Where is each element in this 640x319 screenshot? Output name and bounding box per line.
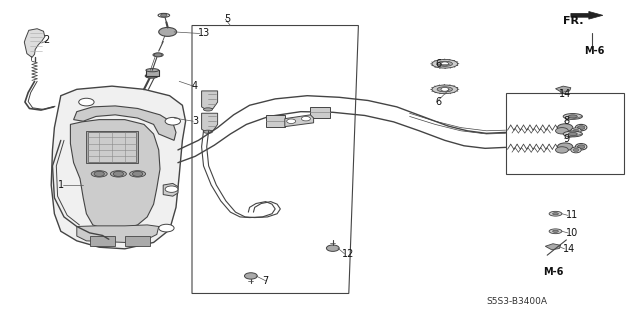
Text: 3: 3 [192,116,198,126]
Ellipse shape [145,74,158,78]
Ellipse shape [563,131,582,137]
Ellipse shape [575,144,587,150]
Bar [86,131,138,163]
Bar [266,115,285,127]
Ellipse shape [437,61,452,66]
Ellipse shape [437,87,452,92]
Bar [506,93,624,174]
Polygon shape [77,225,159,242]
Text: 9: 9 [563,134,570,144]
Bar [310,107,330,118]
Ellipse shape [153,53,163,57]
Circle shape [79,98,94,106]
Ellipse shape [568,115,577,118]
Circle shape [165,186,178,192]
Polygon shape [202,91,218,110]
Polygon shape [571,11,603,19]
Circle shape [287,119,296,123]
Circle shape [573,129,579,132]
Circle shape [557,143,573,151]
Ellipse shape [432,59,458,68]
Ellipse shape [549,229,562,234]
Bar [125,236,150,246]
Circle shape [154,53,162,57]
Circle shape [557,124,573,131]
Circle shape [573,148,579,152]
Circle shape [94,171,104,176]
Bar [88,132,136,162]
Text: 4: 4 [192,81,198,91]
Text: M-6: M-6 [584,46,604,56]
Circle shape [326,245,339,251]
Ellipse shape [575,124,587,131]
Ellipse shape [158,13,170,17]
Polygon shape [556,86,571,93]
Circle shape [577,126,585,130]
Ellipse shape [568,132,577,136]
Text: 6: 6 [435,59,442,69]
Text: 7: 7 [262,276,269,286]
Text: 10: 10 [566,228,579,238]
Text: M-6: M-6 [543,267,563,277]
Circle shape [159,224,174,232]
Ellipse shape [571,147,581,153]
Text: 1: 1 [58,180,64,190]
Text: S5S3-B3400A: S5S3-B3400A [486,297,547,306]
Circle shape [301,116,310,121]
Polygon shape [51,86,186,249]
Ellipse shape [549,211,562,216]
Ellipse shape [432,85,458,94]
Polygon shape [202,113,218,132]
Text: 2: 2 [44,35,50,45]
Ellipse shape [110,171,127,177]
Polygon shape [24,29,45,57]
Circle shape [159,27,177,36]
Text: 6: 6 [435,97,442,107]
Polygon shape [545,244,561,250]
Ellipse shape [146,69,159,72]
Text: 14: 14 [563,244,575,254]
Bar [90,236,115,246]
Text: 12: 12 [342,249,355,259]
Polygon shape [163,183,178,196]
Circle shape [441,62,449,66]
Ellipse shape [92,171,108,177]
Circle shape [556,147,568,153]
Circle shape [441,87,449,91]
Text: 11: 11 [566,210,579,220]
Circle shape [161,14,167,17]
Ellipse shape [571,128,581,134]
Ellipse shape [204,108,212,111]
Ellipse shape [563,114,582,119]
Ellipse shape [553,212,559,215]
Bar [146,70,159,76]
Text: 13: 13 [198,28,211,39]
Text: 14: 14 [559,89,571,99]
Polygon shape [74,106,176,140]
Circle shape [244,273,257,279]
Circle shape [132,171,143,176]
Text: FR.: FR. [563,16,584,26]
Ellipse shape [553,230,559,232]
Circle shape [165,117,180,125]
Text: 5: 5 [224,14,230,24]
Circle shape [577,145,585,149]
Circle shape [556,128,568,134]
Polygon shape [285,115,314,127]
Circle shape [113,171,124,176]
Polygon shape [70,120,160,230]
Ellipse shape [204,130,212,133]
Text: 8: 8 [563,116,570,126]
Ellipse shape [129,171,146,177]
